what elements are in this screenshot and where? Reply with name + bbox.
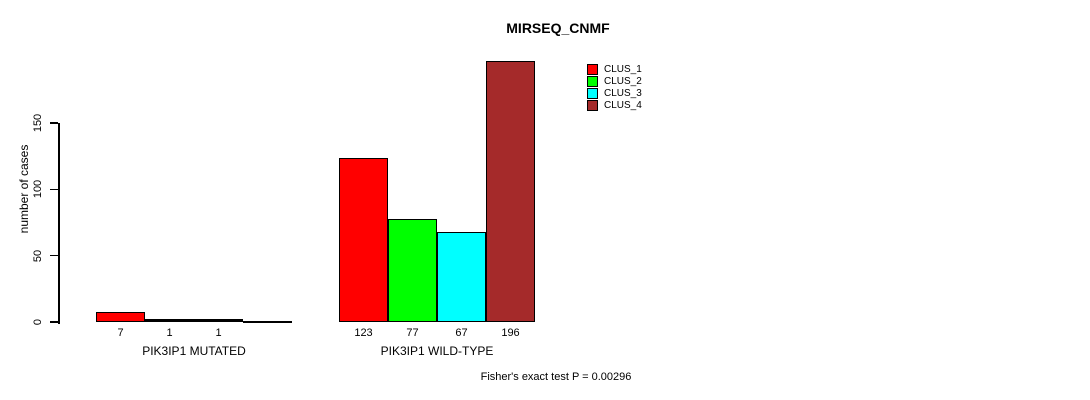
y-tick-mark xyxy=(50,188,58,191)
legend-label: CLUS_1 xyxy=(604,64,642,75)
legend-label: CLUS_4 xyxy=(604,100,642,111)
bar xyxy=(437,232,486,322)
fisher-test-note: Fisher's exact test P = 0.00296 xyxy=(480,371,632,383)
legend-swatch xyxy=(587,64,598,75)
legend-label: CLUS_2 xyxy=(604,76,642,87)
y-tick-mark xyxy=(50,122,58,124)
bar xyxy=(194,319,243,322)
legend-item: CLUS_4 xyxy=(587,100,642,111)
bar-value-label: 7 xyxy=(117,327,124,339)
chart-title: MIRSEQ_CNMF xyxy=(506,20,610,36)
bar-value-label: 77 xyxy=(406,327,419,339)
y-tick-label: 150 xyxy=(32,113,44,133)
x-category-label: PIK3IP1 WILD-TYPE xyxy=(380,344,494,358)
bar xyxy=(388,219,437,322)
x-category-label: PIK3IP1 MUTATED xyxy=(142,344,246,358)
bar xyxy=(486,61,535,322)
bar xyxy=(145,319,194,322)
bar-value-label: 123 xyxy=(354,327,373,339)
y-tick-label: 0 xyxy=(32,318,44,326)
bar-value-label: 1 xyxy=(215,327,222,339)
legend-swatch xyxy=(587,100,598,111)
y-tick-mark xyxy=(50,254,58,257)
bar xyxy=(96,312,145,322)
y-tick-label: 100 xyxy=(32,180,44,199)
bar xyxy=(243,321,292,323)
bar-value-label: 1 xyxy=(166,327,173,339)
bar xyxy=(339,158,388,322)
legend: CLUS_1 CLUS_2 CLUS_3 CLUS_4 xyxy=(587,64,642,111)
bar-value-label: 67 xyxy=(455,327,468,339)
y-tick-mark xyxy=(50,321,58,323)
legend-item: CLUS_3 xyxy=(587,88,642,99)
legend-swatch xyxy=(587,76,598,87)
legend-label: CLUS_3 xyxy=(604,88,642,99)
legend-item: CLUS_1 xyxy=(587,64,642,75)
y-axis-line xyxy=(58,123,60,324)
y-tick-label: 50 xyxy=(32,249,44,262)
legend-item: CLUS_2 xyxy=(587,76,642,87)
legend-swatch xyxy=(587,88,598,99)
bar-value-label: 196 xyxy=(501,327,520,339)
